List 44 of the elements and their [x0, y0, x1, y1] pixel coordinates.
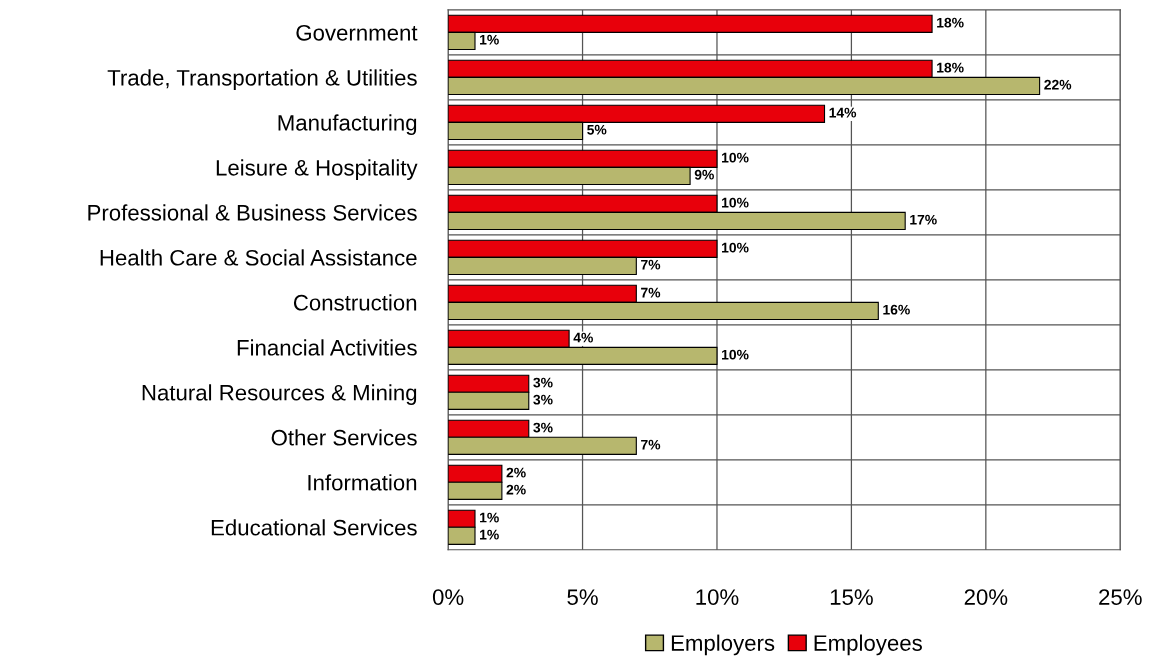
data-label: 18% [937, 62, 964, 73]
x-tick-label: 25% [1099, 589, 1142, 605]
legend-label: Employers [671, 634, 775, 656]
data-label: 9% [694, 169, 714, 180]
y-tick-label: Educational Services [211, 519, 417, 536]
data-label: 2% [506, 484, 526, 495]
y-tick-label: Other Services [271, 429, 417, 446]
data-label: 3% [533, 422, 553, 433]
y-tick-label: Construction [293, 294, 417, 311]
x-tick-label: 15% [830, 589, 873, 605]
y-tick-label: Government [296, 24, 418, 41]
data-label: 10% [722, 242, 749, 253]
data-label: 3% [533, 377, 553, 388]
y-tick-label: Manufacturing [278, 114, 417, 136]
data-label: 7% [641, 287, 661, 298]
data-label: 1% [480, 34, 499, 45]
data-label: 1% [480, 512, 499, 523]
data-label: 22% [1044, 79, 1072, 90]
data-label: 4% [573, 332, 593, 343]
data-label: 2% [506, 467, 526, 478]
data-label: 14% [829, 107, 857, 118]
data-label: 3% [533, 394, 553, 405]
y-tick-label: Health Care & Social Assistance [100, 249, 417, 266]
x-tick-label: 5% [567, 589, 598, 605]
y-tick-label: Financial Activities [237, 339, 417, 356]
data-label: 10% [722, 349, 749, 360]
data-label: 17% [910, 214, 937, 225]
data-label: 10% [722, 152, 749, 163]
data-label: 16% [883, 304, 910, 315]
y-tick-label: Natural Resources & Mining [142, 384, 417, 405]
x-tick-label: 0% [432, 589, 464, 605]
data-label: 1% [480, 529, 499, 540]
data-label: 5% [587, 124, 607, 135]
y-tick-label: Trade, Transportation & Utilities [107, 69, 417, 91]
y-tick-label: Professional & Business Services [88, 204, 417, 221]
y-tick-label: Leisure & Hospitality [216, 159, 418, 181]
data-label: 18% [937, 17, 964, 28]
legend-label: Employees [814, 634, 922, 656]
data-label: 7% [641, 439, 661, 450]
data-label: 10% [722, 197, 749, 208]
x-tick-label: 10% [696, 589, 739, 605]
y-tick-label: Information [308, 474, 417, 491]
data-label: 7% [641, 259, 661, 270]
x-tick-label: 20% [964, 589, 1008, 605]
